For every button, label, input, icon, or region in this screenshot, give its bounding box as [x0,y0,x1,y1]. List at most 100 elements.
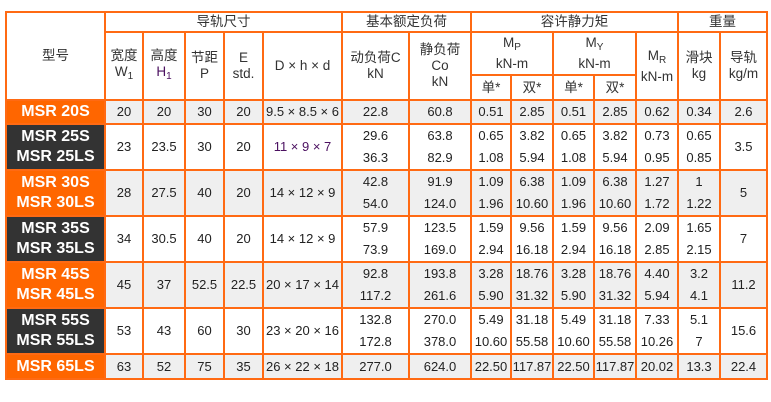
cell-dhd: 9.5 × 8.5 × 6 [262,99,343,125]
cell-value: 10.60 [515,196,549,211]
cell-block-weight: 3.2 4.1 [677,261,721,309]
cell-value: 31.32 [515,288,549,303]
cell-mp-single: 1.59 2.94 [470,215,512,263]
cell-value: 124.0 [423,196,457,211]
cell-mp-double: 6.38 10.60 [510,169,554,217]
cell-value: 193.8 [423,266,457,281]
cell-value: 10.60 [598,196,632,211]
header-my-double: 双* [593,74,637,101]
cell-my-single: 5.49 10.60 [552,307,595,355]
header-weight: 重量 [677,11,768,33]
header-basic-load: 基本额定负荷 [341,11,472,33]
cell-e: 20 [223,215,264,263]
cell-value: 169.0 [423,242,457,257]
cell-value: 2.94 [478,242,504,257]
cell-value: 1 [695,174,703,189]
cell-my-double: 18.76 31.32 [593,261,637,309]
cell-width: 20 [104,99,144,125]
header-mp-double: 双* [510,74,554,101]
cell-width: 45 [104,261,144,309]
cell-value: 0.95 [644,150,670,165]
cell-value: 4.1 [689,288,709,303]
header-static-moment: 容许静力矩 [470,11,679,33]
cell-e: 35 [223,353,264,380]
cell-value: 18.76 [515,266,549,281]
cell-block-weight: 0.65 0.85 [677,123,721,171]
cell-my-single: 3.28 5.90 [552,261,595,309]
model-name: MSR 25S [21,128,90,145]
cell-model: MSR 20S [5,99,106,125]
header-mp-single: 单* [470,74,512,101]
cell-value: 3.82 [519,128,545,143]
cell-dynamic-load: 57.9 73.9 [341,215,410,263]
cell-value: 31.32 [598,288,632,303]
cell-value: 2.85 [519,104,545,119]
cell-my-single: 1.59 2.94 [552,215,595,263]
cell-my-double: 3.82 5.94 [593,123,637,171]
cell-value: 18.76 [598,266,632,281]
cell-height: 37 [142,261,186,309]
cell-value: 3.28 [478,266,504,281]
cell-rail-weight: 7 [719,215,768,263]
cell-height: 20 [142,99,186,125]
cell-my-double: 6.38 10.60 [593,169,637,217]
cell-value: 0.65 [478,128,504,143]
cell-value: 6.38 [519,174,545,189]
cell-model: MSR 55S MSR 55LS [5,307,106,355]
cell-dynamic-load: 92.8 117.2 [341,261,410,309]
cell-mp-double: 18.76 31.32 [510,261,554,309]
cell-pitch: 40 [184,169,225,217]
cell-value: 378.0 [423,334,457,349]
cell-value: 29.6 [362,128,389,143]
cell-value: 3.82 [602,128,628,143]
cell-pitch: 40 [184,215,225,263]
cell-mp-single: 0.65 1.08 [470,123,512,171]
cell-value: 73.9 [362,242,389,257]
cell-value: 117.87 [512,358,552,374]
cell-block-weight: 1.65 2.15 [677,215,721,263]
cell-value: 624.0 [423,358,457,374]
cell-value: 16.18 [598,242,632,257]
cell-value: 55.58 [515,334,549,349]
table-row: MSR 20S 20 20 30 20 9.5 × 8.5 × 6 22.8 60.8 0.51… [5,99,768,125]
model-name: MSR 35LS [16,240,95,257]
cell-pitch: 30 [184,123,225,171]
cell-mr: 0.73 0.95 [635,123,679,171]
cell-height: 52 [142,353,186,380]
header-mp: MP kN-m [470,31,554,76]
cell-value: 5.94 [602,150,628,165]
cell-value: 5.49 [560,312,587,327]
cell-mp-double: 31.18 55.58 [510,307,554,355]
cell-mr: 0.62 [635,99,679,125]
model-name: MSR 25LS [16,148,95,165]
cell-value: 7 [695,334,703,349]
cell-mr: 1.27 1.72 [635,169,679,217]
cell-block-weight: 13.3 [677,353,721,380]
cell-model: MSR 25S MSR 25LS [5,123,106,171]
cell-value: 172.8 [359,334,392,349]
cell-value: 0.34 [686,104,712,119]
cell-width: 63 [104,353,144,380]
cell-mp-double: 2.85 [510,99,554,125]
cell-dhd: 26 × 22 × 18 [262,353,343,380]
header-my-single: 单* [552,74,595,101]
cell-dynamic-load: 29.6 36.3 [341,123,410,171]
cell-value: 5.94 [644,288,670,303]
cell-height: 43 [142,307,186,355]
cell-value: 3.2 [689,266,709,281]
cell-mp-single: 5.49 10.60 [470,307,512,355]
cell-dhd: 14 × 12 × 9 [262,169,343,217]
header-pitch: 节距 P [184,31,225,101]
cell-value: 5.90 [560,288,587,303]
cell-my-double: 31.18 55.58 [593,307,637,355]
cell-value: 123.5 [423,220,457,235]
cell-value: 7.33 [644,312,670,327]
header-height: 高度 H1 [142,31,186,101]
cell-value: 6.38 [602,174,628,189]
model-name: MSR 35S [21,220,90,237]
cell-dynamic-load: 42.8 54.0 [341,169,410,217]
cell-static-load: 91.9 124.0 [408,169,472,217]
header-static-load: 静负荷 Co kN [408,31,472,101]
cell-my-double: 9.56 16.18 [593,215,637,263]
